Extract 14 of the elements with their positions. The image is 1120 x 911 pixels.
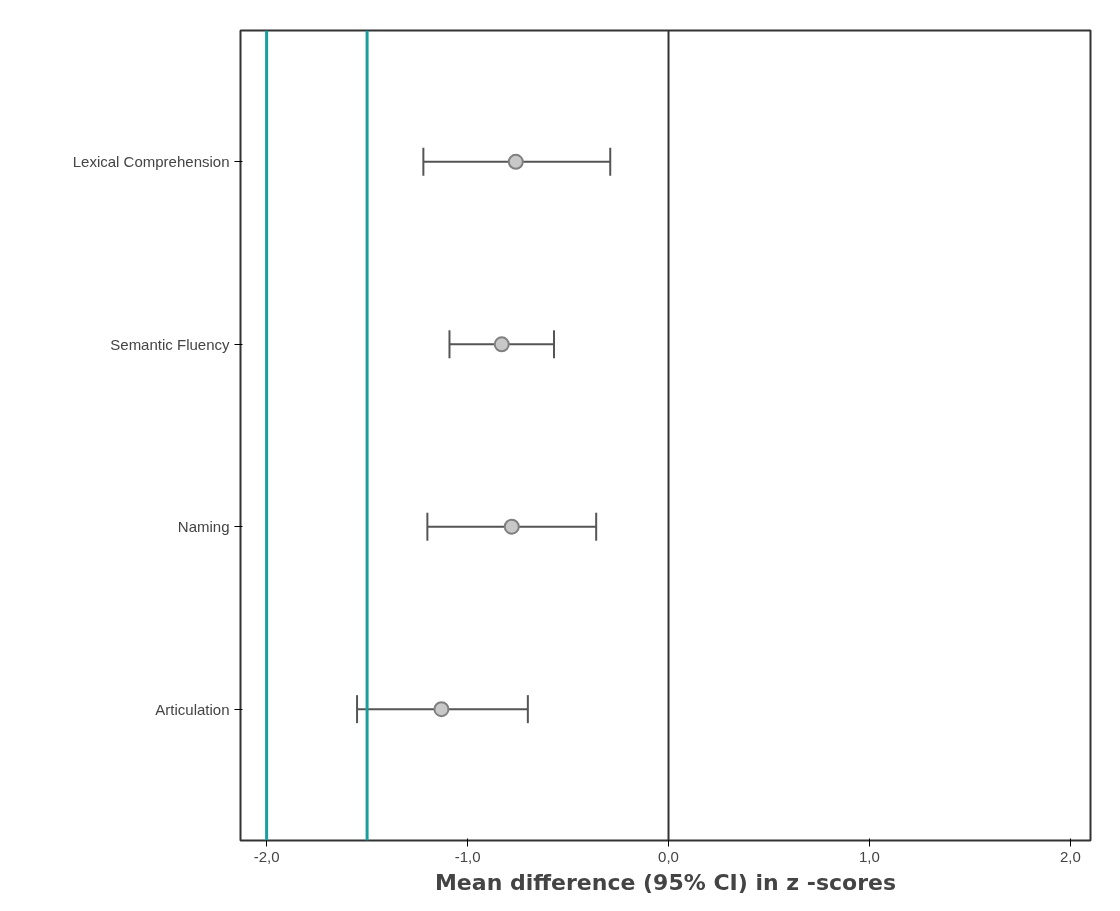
y-tick-label: Naming	[177, 518, 230, 536]
y-tick-label: Lexical Comprehension	[72, 153, 230, 171]
x-tick-label: -1,0	[454, 847, 481, 865]
point	[507, 153, 524, 170]
x-tick-label: 1,0	[859, 847, 880, 865]
x-tick-label: 2,0	[1059, 847, 1081, 865]
x-tick-label: 0,0	[658, 847, 679, 865]
x-tick-label: -2,0	[253, 847, 280, 865]
point	[493, 336, 510, 353]
x-axis-title: Mean difference (95% CI) in z -scores	[434, 869, 897, 895]
point	[503, 518, 520, 535]
y-tick-label: Semantic Fluency	[110, 335, 230, 353]
y-tick-label: Articulation	[155, 700, 230, 718]
point	[433, 701, 450, 718]
